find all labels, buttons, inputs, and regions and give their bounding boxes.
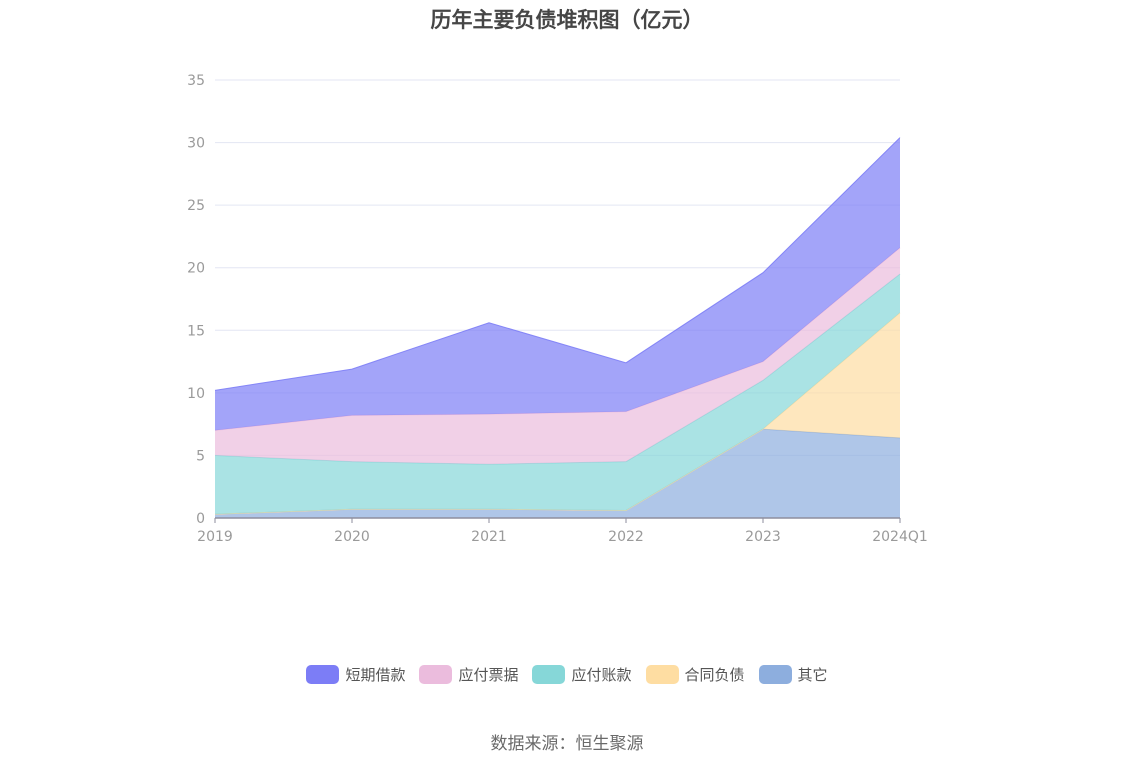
source-note: 数据来源：恒生聚源 <box>490 734 644 754</box>
legend-swatch <box>532 665 566 684</box>
chart-title: 历年主要负债堆积图（亿元） <box>430 8 704 32</box>
x-tick-label: 2022 <box>608 529 644 545</box>
x-tick-label: 2020 <box>334 529 370 545</box>
legend-item[interactable]: 应付票据 <box>419 664 518 685</box>
legend-label: 其它 <box>797 666 828 684</box>
legend: 短期借款 应付票据 应付账款 合同负债 其它 <box>0 664 1134 685</box>
y-tick-label: 35 <box>187 73 205 89</box>
legend-swatch <box>758 665 792 684</box>
area-短期借款 <box>215 137 900 431</box>
legend-swatch <box>645 665 679 684</box>
legend-item[interactable]: 应付账款 <box>532 664 632 685</box>
legend-swatch <box>306 665 340 684</box>
legend-label: 短期借款 <box>345 666 406 684</box>
y-tick-label: 25 <box>187 198 205 214</box>
y-tick-label: 10 <box>187 386 205 402</box>
legend-item[interactable]: 其它 <box>758 664 828 685</box>
axes: 0 5 10 15 20 25 30 35 2019 2020 2021 2022 2023 2024Q1 <box>187 73 928 545</box>
x-tick-label: 2024Q1 <box>872 529 928 545</box>
y-tick-label: 15 <box>187 323 205 339</box>
x-tick-label: 2019 <box>197 529 233 545</box>
area-应付账款 <box>215 273 900 515</box>
y-tick-label: 5 <box>196 448 205 464</box>
legend-label: 应付票据 <box>458 666 519 684</box>
legend-item[interactable]: 短期借款 <box>306 664 405 685</box>
legend-label: 应付账款 <box>571 666 632 684</box>
line-应付账款 <box>214 273 901 465</box>
y-tick-label: 20 <box>187 261 205 277</box>
x-tick-label: 2023 <box>745 529 781 545</box>
legend-item[interactable]: 合同负债 <box>645 664 745 685</box>
y-tick-label: 30 <box>187 136 205 152</box>
area-其它 <box>215 429 900 518</box>
stacked-areas <box>214 137 901 518</box>
legend-label: 合同负债 <box>684 666 745 684</box>
legend-swatch <box>419 665 453 684</box>
x-tick-label: 2021 <box>471 529 507 545</box>
area-应付票据 <box>215 247 900 465</box>
y-tick-label: 0 <box>196 511 205 527</box>
line-短期借款 <box>214 137 901 391</box>
